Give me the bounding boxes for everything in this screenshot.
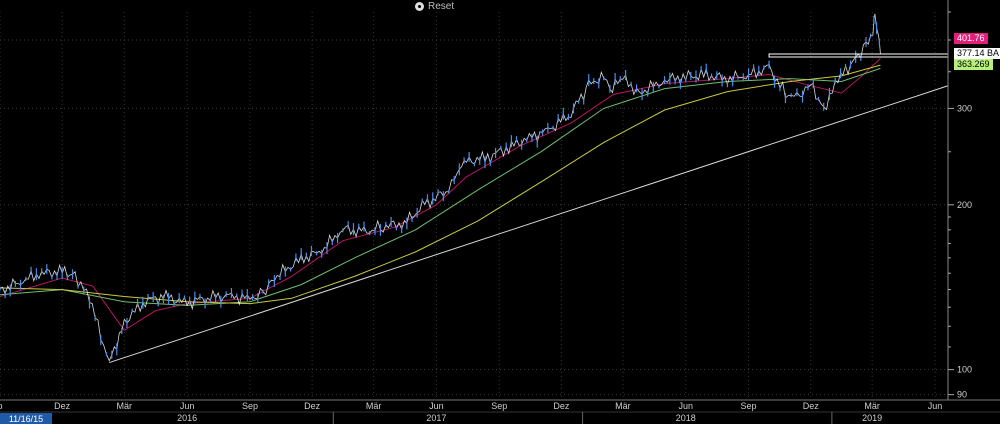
- x-axis: p Dez Mär Jun Sep Dez Mär Jun Sep Dez Mär Jun Sep Dez…: [0, 399, 1000, 424]
- cursor-date-tag-bg: [0, 413, 52, 424]
- x-tick-label: Sep: [242, 401, 258, 411]
- x-tick-label: Jun: [429, 401, 444, 411]
- grid-lines: [0, 12, 948, 400]
- price-tag: 363.269: [954, 58, 993, 70]
- reset-label: Reset: [428, 0, 455, 12]
- moving-average-3: [0, 64, 881, 305]
- trendline: [109, 85, 949, 364]
- year-label: 2019: [862, 413, 882, 423]
- y-tick-label: 300: [957, 103, 972, 113]
- year-label: 2016: [177, 413, 197, 423]
- y-tick-label: 200: [957, 200, 972, 210]
- y-axis: 90 100 200 300: [947, 0, 972, 400]
- series-layer: [0, 13, 949, 364]
- x-tick-label: Jun: [928, 401, 943, 411]
- x-tick-label: Jun: [678, 401, 693, 411]
- x-tick-label: Dez: [304, 401, 321, 411]
- level-line: [768, 53, 949, 58]
- reset-icon: [415, 1, 424, 11]
- moving-average-2: [0, 67, 881, 306]
- moving-average-1: [0, 58, 881, 331]
- reset-button[interactable]: Reset: [413, 0, 459, 12]
- x-tick-label: Mär: [864, 401, 880, 411]
- y-tick-label: 90: [957, 390, 967, 400]
- x-tick-label: Jun: [180, 401, 195, 411]
- cursor-date-tag: 11/16/15: [9, 414, 43, 424]
- x-tick-label: Mär: [366, 401, 382, 411]
- price-tag: 377.14 BA: [954, 47, 1000, 59]
- x-tick-label: Dez: [803, 401, 820, 411]
- year-label: 2017: [426, 413, 446, 423]
- price-tag: 401.76: [954, 32, 988, 44]
- x-tick-label: Sep: [741, 401, 757, 411]
- year-label: 2018: [676, 413, 696, 423]
- x-tick-label: Sep: [491, 401, 507, 411]
- x-tick-label: Mär: [117, 401, 133, 411]
- x-tick-label: Mär: [615, 401, 631, 411]
- x-tick-label: Dez: [553, 401, 570, 411]
- x-tick-label: Dez: [54, 401, 71, 411]
- x-tick-label: p: [0, 401, 3, 411]
- y-tick-label: 100: [957, 365, 972, 375]
